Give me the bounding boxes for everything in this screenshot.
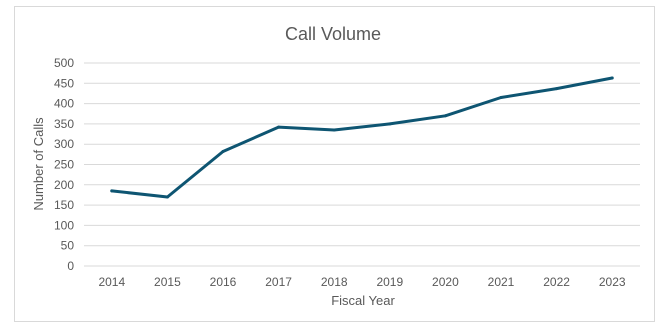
gridlines [84,62,640,267]
series-line [110,76,614,199]
x-tick-label: 2022 [543,275,570,289]
y-axis-tick-labels: 0 50 100 150 200 250 300 350 400 450 500 [54,56,74,273]
series-group [110,76,614,199]
x-tick-label: 2016 [210,275,237,289]
data-point-2014 [110,189,114,193]
data-point-2020 [443,114,447,118]
data-point-2022 [555,87,559,91]
y-tick-label: 200 [54,178,74,192]
y-axis-title: Number of Calls [31,117,46,211]
x-tick-label: 2021 [488,275,515,289]
y-tick-label: 500 [54,56,74,70]
chart-title: Call Volume [285,24,381,44]
x-axis-title: Fiscal Year [331,293,395,308]
x-tick-label: 2023 [599,275,626,289]
data-point-2017 [277,125,281,129]
x-tick-label: 2019 [376,275,403,289]
data-point-2023 [610,76,614,80]
y-tick-label: 350 [54,117,74,131]
y-tick-label: 250 [54,158,74,172]
y-tick-label: 100 [54,218,74,232]
y-tick-label: 400 [54,97,74,111]
data-point-2018 [332,128,336,132]
x-tick-label: 2018 [321,275,348,289]
x-tick-label: 2020 [432,275,459,289]
x-tick-label: 2015 [154,275,181,289]
y-tick-label: 50 [61,239,75,253]
data-point-2021 [499,96,503,100]
y-tick-label: 300 [54,137,74,151]
x-axis-tick-labels: 2014 2015 2016 2017 2018 2019 2020 2021 2022 2023 [98,275,625,289]
y-tick-label: 150 [54,198,74,212]
y-tick-label: 450 [54,76,74,90]
data-point-2016 [221,150,225,154]
y-tick-label: 0 [67,259,74,273]
data-point-2019 [388,122,392,126]
data-point-2015 [165,195,169,199]
x-tick-label: 2017 [265,275,292,289]
x-tick-label: 2014 [98,275,125,289]
